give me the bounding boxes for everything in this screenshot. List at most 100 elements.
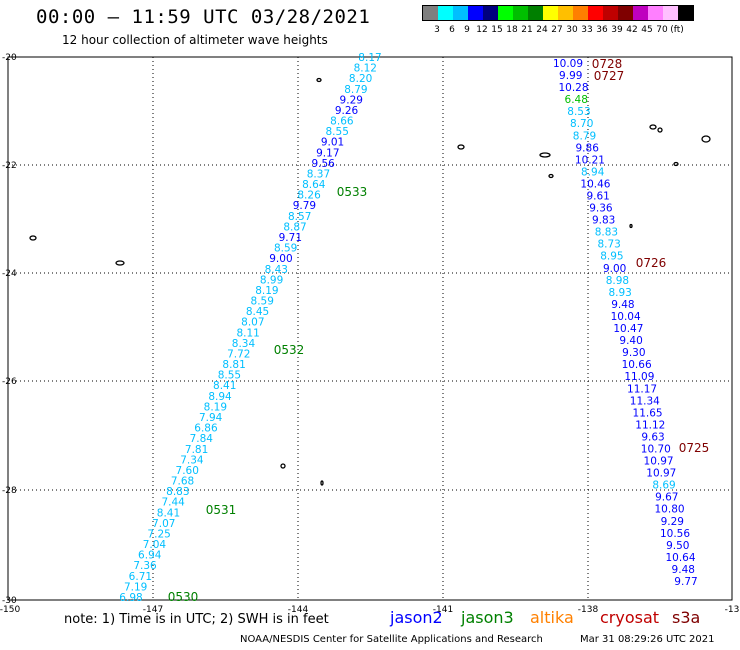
satellite-legend-item: altika bbox=[530, 608, 574, 627]
scale-label: 21 bbox=[521, 25, 533, 35]
wave-height-label: 10.97 bbox=[644, 456, 674, 468]
wave-height-label: 11.65 bbox=[633, 407, 663, 419]
scale-label: 6 bbox=[449, 25, 455, 35]
wave-height-label: 10.66 bbox=[622, 359, 652, 371]
wave-height-label: 9.30 bbox=[622, 347, 645, 359]
wave-height-label: 8.26 bbox=[297, 190, 321, 202]
wave-height-label: 10.80 bbox=[655, 504, 685, 516]
wave-height-label: 8.83 bbox=[166, 486, 189, 498]
island-outline bbox=[548, 173, 554, 179]
wave-height-label: 11.17 bbox=[627, 383, 657, 395]
y-tick-label: -20 bbox=[2, 53, 17, 63]
wave-height-color-scale: 3 6 9 12 15 18 21 24 27 30 33 36 39 42 45 70 (ft) bbox=[422, 5, 694, 35]
plot-frame bbox=[7, 56, 733, 601]
x-tick-label: -147 bbox=[143, 605, 163, 615]
scale-label: 36 bbox=[596, 25, 608, 35]
wave-height-label: 8.07 bbox=[241, 317, 264, 329]
wave-height-label: 9.77 bbox=[674, 576, 697, 588]
wave-height-label: 8.45 bbox=[246, 306, 269, 318]
wave-height-label: 8.98 bbox=[606, 275, 629, 287]
wave-height-label: 8.99 bbox=[260, 274, 283, 286]
y-tick-label: -28 bbox=[2, 486, 17, 496]
wave-height-label: 8.94 bbox=[581, 166, 605, 178]
wave-height-label: 8.53 bbox=[567, 106, 590, 118]
wave-height-label: 9.01 bbox=[321, 137, 344, 149]
scale-swatch bbox=[483, 6, 498, 20]
wave-height-label: 9.61 bbox=[586, 191, 609, 203]
scale-label: (ft) bbox=[670, 25, 684, 35]
wave-height-label: 10.28 bbox=[558, 82, 588, 94]
wave-height-label: 8.34 bbox=[232, 338, 256, 350]
page-title: 00:00 – 11:59 UTC 03/28/2021 bbox=[36, 6, 371, 28]
wave-height-label: 10.47 bbox=[613, 323, 643, 335]
island-outline bbox=[629, 223, 633, 229]
wave-height-label: 9.00 bbox=[269, 253, 292, 265]
scale-label: 30 bbox=[566, 25, 578, 35]
scale-label: 27 bbox=[551, 25, 563, 35]
island-outline bbox=[673, 161, 679, 167]
scale-swatch bbox=[663, 6, 678, 20]
wave-height-label: 10.97 bbox=[646, 468, 676, 480]
x-tick-label: -13 bbox=[725, 605, 740, 615]
wave-height-label: 9.50 bbox=[666, 540, 689, 552]
credit-text: NOAA/NESDIS Center for Satellite Applica… bbox=[240, 634, 543, 645]
y-tick-label: -26 bbox=[2, 377, 17, 387]
scale-color-bar bbox=[422, 5, 694, 21]
island-outline bbox=[280, 463, 286, 469]
wave-height-label: 8.17 bbox=[358, 52, 381, 64]
wave-height-label: 9.40 bbox=[619, 335, 642, 347]
wave-height-label: 8.59 bbox=[251, 296, 274, 308]
scale-swatch bbox=[423, 6, 438, 20]
timestamp-text: Mar 31 08:29:26 UTC 2021 bbox=[580, 634, 715, 645]
wave-height-label: 9.67 bbox=[655, 492, 678, 504]
wave-height-label: 10.04 bbox=[611, 311, 641, 323]
scale-swatch bbox=[528, 6, 543, 20]
scale-swatch bbox=[678, 6, 693, 20]
wave-height-label: 9.29 bbox=[340, 94, 363, 106]
scale-swatch bbox=[513, 6, 528, 20]
island-outline bbox=[316, 77, 322, 83]
scale-swatch bbox=[453, 6, 468, 20]
wave-height-label: 8.93 bbox=[608, 287, 631, 299]
wave-height-label: 10.21 bbox=[575, 154, 605, 166]
wave-height-label: 8.19 bbox=[255, 285, 278, 297]
wave-height-label: 8.79 bbox=[344, 84, 367, 96]
wave-height-label: 8.69 bbox=[652, 480, 675, 492]
wave-height-label: 8.12 bbox=[354, 63, 377, 75]
wave-height-label: 9.48 bbox=[672, 564, 695, 576]
scale-swatch bbox=[498, 6, 513, 20]
wave-height-label: 9.36 bbox=[589, 203, 613, 215]
wave-height-label: 7.36 bbox=[133, 560, 157, 572]
wave-height-label: 8.79 bbox=[573, 130, 596, 142]
wave-height-label: 6.71 bbox=[129, 571, 152, 583]
wave-height-label: 9.86 bbox=[576, 142, 600, 154]
scale-label: 9 bbox=[464, 25, 470, 35]
scale-label: 3 bbox=[434, 25, 440, 35]
scale-label: 18 bbox=[506, 25, 518, 35]
pass-time-label: 0727 bbox=[594, 69, 625, 83]
wave-height-label: 6.98 bbox=[119, 592, 142, 604]
wave-height-label: 7.44 bbox=[161, 497, 185, 509]
scale-swatch bbox=[588, 6, 603, 20]
y-tick-label: -24 bbox=[2, 269, 17, 279]
wave-height-label: 7.19 bbox=[124, 581, 147, 593]
wave-height-label: 7.07 bbox=[152, 518, 175, 530]
island-outline bbox=[657, 127, 663, 133]
pass-time-label: 0533 bbox=[337, 185, 368, 199]
wave-height-label: 11.34 bbox=[630, 395, 660, 407]
wave-height-label: 8.59 bbox=[274, 243, 297, 255]
scale-swatch bbox=[648, 6, 663, 20]
wave-height-label: 8.66 bbox=[330, 116, 354, 128]
pass-time-label: 0726 bbox=[636, 256, 667, 270]
wave-height-label: 7.60 bbox=[176, 465, 199, 477]
wave-height-label: 8.73 bbox=[597, 239, 620, 251]
scale-label: 39 bbox=[611, 25, 623, 35]
island-outline bbox=[457, 144, 465, 150]
wave-height-label: 7.25 bbox=[147, 528, 170, 540]
wave-height-label: 10.64 bbox=[665, 552, 695, 564]
scale-label: 42 bbox=[626, 25, 638, 35]
island-outline bbox=[701, 135, 711, 143]
x-tick-label: -144 bbox=[288, 605, 309, 615]
